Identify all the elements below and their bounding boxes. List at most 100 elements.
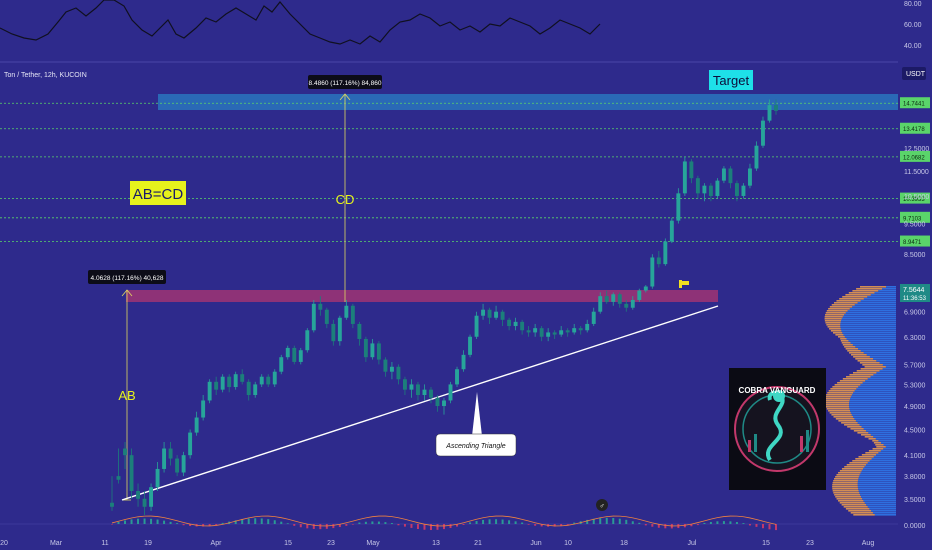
volume-profile-bar: [838, 472, 861, 474]
volume-profile-bar: [879, 370, 896, 372]
macd-bar: [111, 524, 113, 525]
volume-profile-bar: [851, 414, 896, 416]
macd-bar: [364, 521, 367, 524]
volume-profile-bar: [870, 376, 896, 378]
macd-bar: [775, 524, 777, 531]
volume-profile-bar: [842, 316, 896, 318]
volume-profile-bar: [858, 478, 896, 480]
symbol-label: Ton / Tether, 12h, KUCOIN: [4, 72, 87, 79]
volume-profile-bar: [873, 358, 896, 360]
volume-profile-bar: [832, 488, 859, 490]
macd-bar: [742, 523, 745, 524]
macd-bar: [234, 520, 237, 524]
volume-profile-bar: [856, 388, 896, 390]
candle: [728, 168, 733, 184]
volume-profile-bar: [849, 308, 896, 310]
candle: [565, 330, 570, 333]
volume-profile-bar: [852, 290, 879, 292]
level-label: 14.7441: [903, 102, 925, 108]
candle: [552, 332, 557, 335]
candle: [774, 105, 778, 111]
candle: [188, 432, 193, 456]
volume-profile-bar: [841, 504, 867, 506]
volume-profile-bar: [848, 404, 896, 406]
volume-profile-bar: [881, 442, 896, 444]
volume-profile-bar: [870, 434, 896, 436]
volume-profile-bar: [876, 372, 896, 374]
candle: [136, 491, 140, 499]
candle: [123, 448, 127, 456]
volume-profile-bar: [863, 500, 896, 502]
macd-bar: [696, 524, 699, 526]
candles: [110, 99, 778, 515]
volume-profile-bar: [852, 306, 896, 308]
volume-profile-bar: [867, 378, 896, 380]
volume-profile-bar: [825, 396, 851, 398]
macd-bar: [260, 518, 263, 524]
candle: [617, 294, 622, 304]
volume-profile-bar: [846, 376, 871, 378]
candle: [416, 384, 420, 396]
price-tick: 4.9000: [904, 404, 926, 411]
volume-profile-bar: [876, 454, 896, 456]
macd-bar: [130, 519, 133, 524]
candle: [656, 257, 661, 265]
volume-profile-bar: [866, 504, 896, 506]
volume-profile-bar: [850, 396, 896, 398]
macd-bar: [338, 524, 341, 528]
macd-bar: [573, 522, 576, 524]
macd-bar: [560, 524, 563, 526]
currency-badge[interactable]: [902, 67, 926, 80]
volume-profile-bar: [829, 412, 851, 414]
volume-profile-bar: [860, 300, 896, 302]
level-badge: [900, 97, 930, 109]
oscillator-pane: 80.00 60.00 40.00: [0, 0, 922, 63]
volume-profile-bar: [826, 310, 848, 312]
volume-profile-bar: [867, 296, 896, 298]
oscillator-tick: 60.00: [904, 22, 922, 29]
volume-profile-bar: [838, 420, 856, 422]
candle: [559, 330, 564, 335]
volume-profile-bar: [834, 494, 861, 496]
event-marker-icon[interactable]: [596, 499, 608, 511]
macd-bar: [482, 519, 485, 524]
volume-profile-bar: [854, 418, 896, 420]
candle: [311, 303, 316, 331]
macd-bar: [735, 522, 738, 524]
triangle-callout: [435, 433, 517, 457]
volume-profile-bar: [861, 426, 896, 428]
candle: [604, 296, 609, 302]
candle: [578, 328, 583, 331]
volume-profile-bar: [824, 402, 850, 404]
candle: [741, 185, 746, 196]
volume-profile-bar: [886, 286, 896, 288]
candle: [409, 384, 414, 390]
volume-profile-bar: [838, 500, 864, 502]
macd-bar: [403, 524, 406, 527]
macd-bar: [293, 524, 296, 526]
measure-label-bottom-text: 4.0628 (117.16%) 40,628: [91, 275, 164, 282]
volume-profile-bar: [853, 356, 870, 358]
time-tick: 23: [806, 540, 814, 547]
volume-profile-bar: [859, 474, 896, 476]
candle: [442, 400, 446, 407]
volume-profile-bar: [856, 370, 880, 372]
volume-profile-bar: [863, 298, 896, 300]
volume-profile-bar: [847, 310, 896, 312]
volume-profile-bar: [864, 502, 896, 504]
volume-profile-bar: [831, 414, 852, 416]
candle: [162, 448, 167, 469]
macd-bar: [429, 524, 432, 531]
time-tick: Jul: [688, 540, 697, 547]
macd-bar: [469, 522, 472, 524]
macd-bar: [449, 524, 452, 528]
volume-profile-bar: [840, 326, 896, 328]
volume-profile-bar: [876, 446, 886, 448]
volume-profile-bar: [840, 324, 896, 326]
volume-profile-bar: [862, 364, 883, 366]
level-label: 12.0682: [903, 155, 925, 161]
volume-profile-bar: [882, 364, 896, 366]
volume-profile-bar: [848, 340, 896, 342]
macd-bar: [729, 521, 732, 524]
